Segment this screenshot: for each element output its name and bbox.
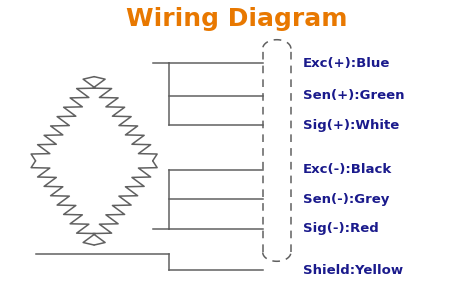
Text: Wiring Diagram: Wiring Diagram — [126, 7, 348, 31]
Text: Sig(+):White: Sig(+):White — [302, 119, 399, 132]
Text: Shield:Yellow: Shield:Yellow — [302, 264, 403, 277]
Text: Sig(-):Red: Sig(-):Red — [302, 222, 378, 235]
Text: Exc(-):Black: Exc(-):Black — [302, 163, 392, 176]
Text: Sen(-):Grey: Sen(-):Grey — [302, 193, 389, 206]
Text: Sen(+):Green: Sen(+):Green — [302, 89, 404, 102]
Text: Exc(+):Blue: Exc(+):Blue — [302, 57, 390, 70]
